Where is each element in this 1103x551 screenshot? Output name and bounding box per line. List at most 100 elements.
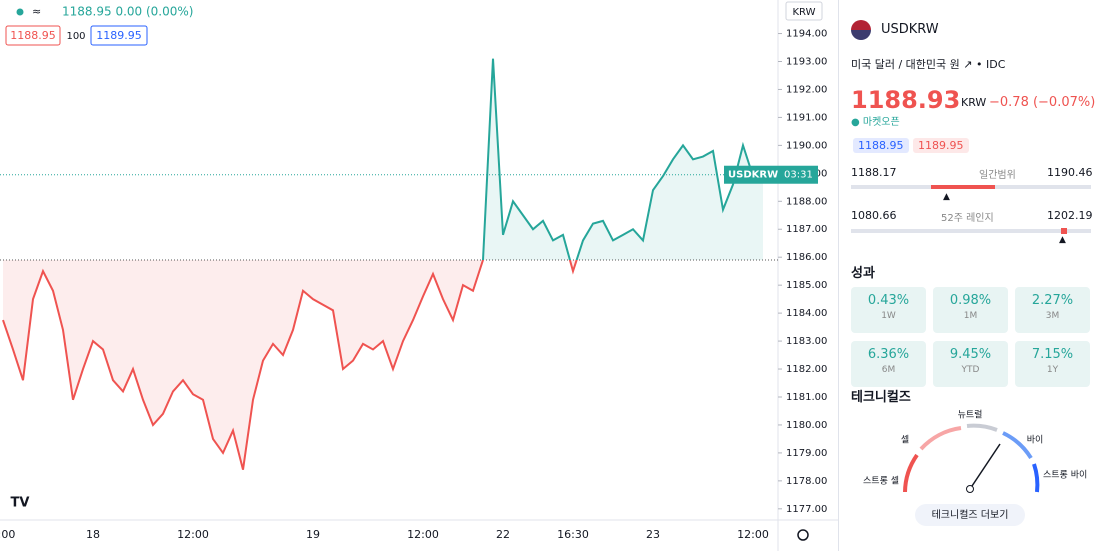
exchange: IDC (985, 58, 1006, 71)
x-tick-label: 12:00 (177, 528, 209, 541)
x-tick-label: 12:00 (737, 528, 769, 541)
buy: 바이 (1027, 435, 1044, 446)
x-tick-label: 12:00 (407, 528, 439, 541)
instrument-name: 미국 달러 / 대한민국 원 ↗ • IDC (851, 58, 1006, 71)
y-tick-label: 1193.00 (786, 57, 827, 68)
perf-value: 7.15% (1031, 347, 1074, 362)
perf-cell: 0.43% 1W (851, 287, 926, 333)
perf-period: 1M (963, 311, 978, 321)
strong-sell: 스트롱 셀 (863, 476, 899, 487)
icon: ≈ (32, 5, 41, 18)
y-tick-label: 1187.00 (786, 224, 827, 235)
perf-value: 6.36% (867, 347, 910, 362)
perf-cell: 6.36% 6M (851, 341, 926, 387)
y-tick-label: 1190.00 (786, 140, 827, 151)
strong-buy: 스트롱 바이 (1043, 470, 1087, 481)
w52-bar (851, 229, 1091, 233)
price-tag (724, 165, 778, 184)
perf-cell: 9.45% YTD (933, 341, 1008, 387)
price-tag-symbol: USDKRW (728, 170, 778, 181)
ask-box[interactable] (90, 25, 148, 46)
arc-strong-buy (1032, 463, 1040, 493)
sidebar: USDKRW 미국 달러 / 대한민국 원 ↗ • IDC 1188.93 KR… (838, 0, 1103, 551)
arc-buy (1002, 431, 1033, 460)
perf-period: 1W (881, 311, 896, 321)
area-down (3, 260, 763, 470)
change: −0.78 (−0.07%) (989, 95, 1096, 110)
needle (969, 443, 1001, 490)
line-down (2, 260, 578, 470)
currency: KRW (961, 96, 987, 109)
logo-text: TV (11, 496, 30, 511)
price-tag-time-text: 03:31 (784, 170, 813, 181)
perf-title: 성과 (851, 266, 875, 281)
tech-title: 테크니컬즈 (851, 390, 911, 405)
marker: ▲ (1059, 235, 1066, 245)
sell: 셀 (901, 435, 909, 446)
perf-cell: 0.98% 1M (933, 287, 1008, 333)
bid-box[interactable] (5, 25, 61, 46)
flag (851, 20, 871, 40)
y-tick-label: 1177.00 (786, 504, 827, 515)
neutral: 뉴트럴 (958, 410, 983, 421)
perf-period: 3M (1045, 311, 1060, 321)
line-up (481, 58, 764, 260)
y-tick-label: 1178.00 (786, 476, 827, 487)
size: 100 (66, 31, 85, 42)
w52-low: 1080.66 (851, 209, 897, 222)
x-tick-label: 22 (496, 528, 510, 541)
y-tick-label: 1194.00 (786, 29, 827, 40)
y-tick-label: 1184.00 (786, 308, 827, 319)
y-tick-label: 1182.00 (786, 364, 827, 375)
y-tick-label: 1191.00 (786, 112, 827, 123)
button-text[interactable]: 테크니컬즈 더보기 (932, 508, 1009, 521)
settings-icon[interactable] (797, 529, 809, 541)
w52-high: 1202.19 (1047, 209, 1093, 222)
perf-value: 9.45% (949, 347, 992, 362)
needle-hub (966, 485, 974, 493)
y-tick-label: 1186.00 (786, 252, 827, 263)
currency[interactable]: KRW (793, 7, 816, 18)
y-tick-label: 1185.00 (786, 280, 827, 291)
x-tick-label: 9:00 (0, 528, 15, 541)
day-high: 1190.46 (1047, 166, 1093, 179)
perf-period: YTD (961, 365, 980, 375)
x-tick-label: 18 (86, 528, 100, 541)
axis-bg (778, 0, 838, 551)
name: 미국 달러 / 대한민국 원 (851, 58, 960, 71)
price-tag-time (778, 165, 818, 184)
bid: 1188.95 (853, 138, 909, 153)
perf-value: 0.98% (949, 293, 992, 308)
y-tick-label: 1181.00 (786, 392, 827, 403)
day-label: 일간범위 (979, 170, 1016, 181)
w52-fill (1061, 228, 1067, 234)
area-up (3, 58, 763, 260)
perf-cell: 7.15% 1Y (1015, 341, 1090, 387)
status: ● 마켓오픈 (851, 117, 900, 128)
bid[interactable]: 1188.95 (10, 29, 56, 42)
y-tick-label: 1192.00 (786, 84, 827, 95)
price: 1188.93 (851, 86, 961, 114)
perf-period: 1Y (1046, 365, 1059, 375)
x-tick-label: 16:30 (557, 528, 589, 541)
y-tick-label: 1179.00 (786, 448, 827, 459)
w52-label: 52주 레인지 (941, 213, 994, 224)
arc-strong-sell (903, 453, 919, 493)
arc-neutral (966, 423, 998, 432)
quote: 1188.95 0.00 (0.00%) (62, 5, 193, 19)
day-low: 1188.17 (851, 166, 897, 179)
status-text: 마켓오픈 (862, 117, 900, 128)
ask: 1189.95 (913, 138, 969, 153)
button[interactable] (915, 504, 1025, 526)
marker: ▲ (943, 192, 950, 202)
ask[interactable]: 1189.95 (96, 29, 142, 42)
currency-select[interactable] (785, 1, 823, 21)
perf-value: 0.43% (867, 293, 910, 308)
day-bar-fill (931, 185, 995, 189)
x-tick-label: 23 (646, 528, 660, 541)
y-tick-label: 1180.00 (786, 420, 827, 431)
logo (6, 492, 34, 514)
arc-sell (919, 426, 962, 451)
y-tick-label: 1183.00 (786, 336, 827, 347)
